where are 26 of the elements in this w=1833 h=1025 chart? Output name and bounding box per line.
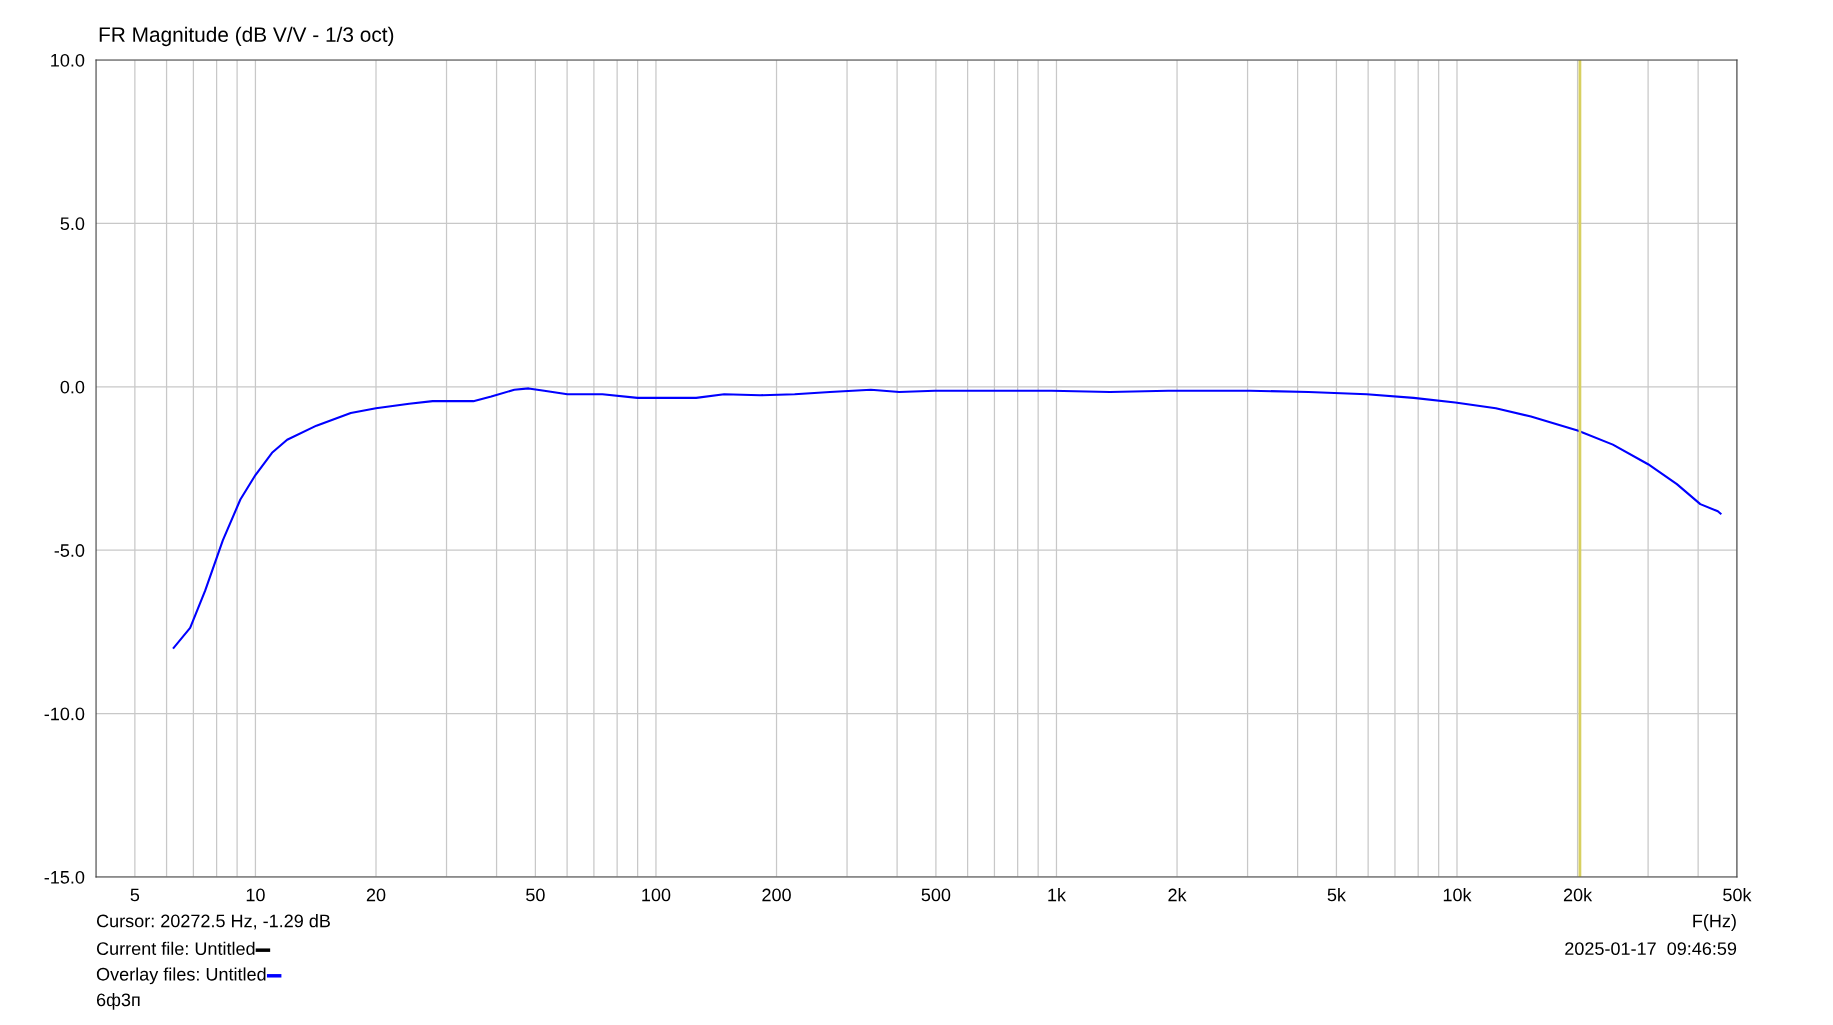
y-tick-label: 5.0: [60, 217, 85, 231]
y-tick-label: 10.0: [51, 53, 85, 67]
text: 6ф3п: [96, 993, 140, 1010]
x-tick-label: 20k: [1563, 888, 1593, 902]
x-axis-title: F(Hz): [1693, 914, 1736, 931]
x-tick-label: 50k: [1723, 888, 1752, 902]
text: Cursor: 20272.5 Hz, -1.29 dB: [96, 914, 330, 930]
x-tick-label: 20: [366, 888, 386, 902]
x-tick-label: 50: [526, 888, 545, 902]
x-tick-label: 200: [762, 888, 791, 902]
x-tick-label: 5k: [1327, 888, 1346, 902]
text: Current file: Untitled: [96, 941, 255, 956]
chart-title: FR Magnitude (dB V/V - 1/3 oct): [99, 26, 394, 47]
text: 2025-01-17 09:46:59: [1565, 942, 1737, 956]
x-tick-label: 2k: [1168, 888, 1187, 902]
x-tick-label: 10: [246, 888, 265, 902]
y-tick-label: 0.0: [60, 380, 85, 394]
x-tick-label: 5: [130, 888, 140, 902]
y-tick-label: -15.0: [44, 870, 85, 884]
x-tick-label: 10k: [1443, 888, 1472, 902]
x-tick-label: 100: [642, 888, 671, 902]
y-tick-label: -10.0: [44, 707, 85, 721]
text: Overlay files: Untitled: [96, 967, 266, 985]
y-tick-label: -5.0: [54, 544, 85, 557]
x-tick-label: 1k: [1048, 888, 1067, 902]
x-tick-label: 500: [921, 888, 951, 902]
